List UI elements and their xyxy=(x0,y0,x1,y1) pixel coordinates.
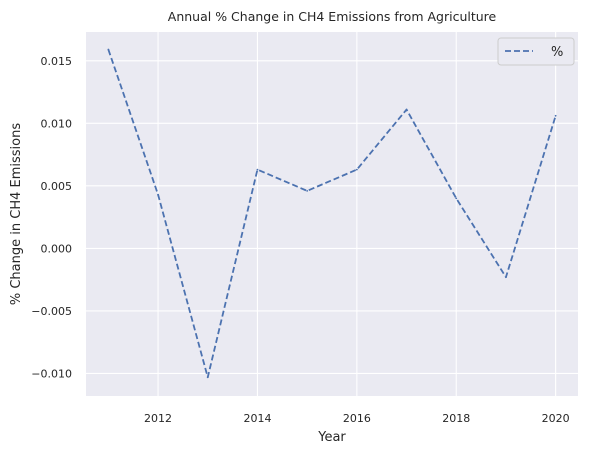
legend-label: % xyxy=(551,45,563,60)
y-tick-label: 0.015 xyxy=(41,55,73,68)
series-line xyxy=(107,49,557,379)
x-tick-label: 2018 xyxy=(442,412,470,425)
x-tick-label: 2014 xyxy=(243,412,271,425)
data-point xyxy=(554,114,557,117)
legend: % xyxy=(497,37,575,66)
data-point xyxy=(107,48,110,51)
x-axis-title: Year xyxy=(317,430,346,445)
y-tick-label: 0.005 xyxy=(41,180,73,193)
chart-title: Annual % Change in CH4 Emissions from Ag… xyxy=(168,9,497,24)
data-point xyxy=(405,108,408,111)
y-tick-labels: −0.010 −0.005 0.000 0.005 0.010 0.015 xyxy=(31,55,72,381)
y-tick-label: −0.005 xyxy=(31,305,72,318)
x-tick-label: 2020 xyxy=(542,412,570,425)
data-point xyxy=(306,189,309,192)
data-point xyxy=(256,168,259,171)
y-axis-title: % Change in CH4 Emissions xyxy=(9,123,24,305)
data-point xyxy=(355,168,358,171)
data-point xyxy=(505,276,507,279)
x-tick-labels: 2012 2014 2016 2018 2020 xyxy=(144,412,570,425)
y-tick-label: −0.010 xyxy=(31,367,72,380)
plot-area xyxy=(86,32,578,396)
series-layer xyxy=(107,48,557,379)
x-tick-label: 2016 xyxy=(343,412,371,425)
data-point xyxy=(157,193,159,196)
data-point xyxy=(206,376,209,379)
data-point xyxy=(455,197,458,200)
grid xyxy=(86,32,578,396)
legend-box xyxy=(497,37,575,66)
y-tick-label: 0.000 xyxy=(41,242,73,255)
x-tick-label: 2012 xyxy=(144,412,172,425)
y-tick-label: 0.010 xyxy=(41,117,73,130)
